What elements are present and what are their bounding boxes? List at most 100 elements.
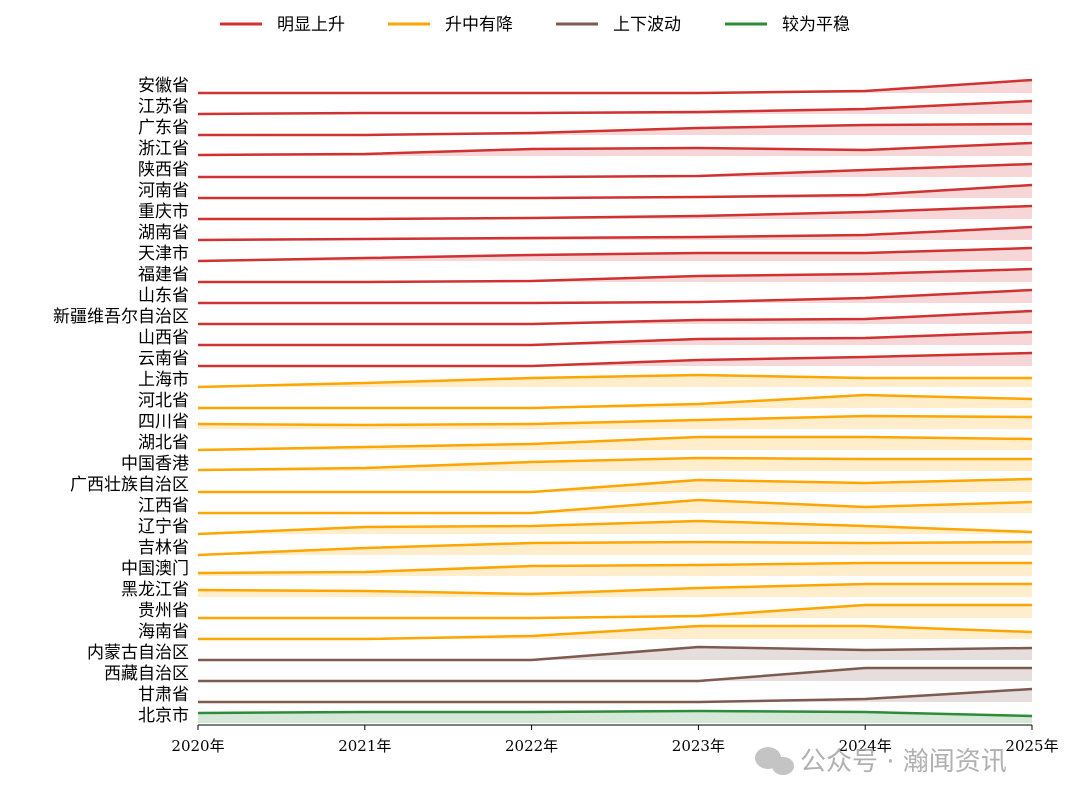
ridge-line [197,540,1033,557]
ridge-area [198,353,1032,366]
ridge-line [197,225,1033,242]
row-label: 辽宁省 [138,517,189,537]
row-label: 湖南省 [138,223,189,243]
ridge-area [198,269,1032,282]
ridge-area [198,416,1032,429]
row-label: 山东省 [138,286,189,306]
ridge-area [198,563,1032,576]
ridge-line [198,330,1033,347]
ridge-line [197,519,1033,536]
ridge-line [198,78,1033,95]
ridge-area [198,668,1032,681]
x-tick-label: 2024年 [839,737,892,755]
ridge-area [198,101,1032,114]
ridge-area [198,124,1032,135]
ridge-area [198,458,1032,471]
legend-label: 升中有降 [445,15,513,35]
ridge-area [198,227,1032,240]
ridge-line [197,99,1033,116]
row-label: 中国澳门 [121,559,189,579]
ridge-area [198,542,1032,555]
ridge-line [197,456,1032,472]
ridge-area [198,164,1032,177]
ridge-area [198,689,1032,702]
ridge-line [198,122,1033,137]
ridge-line [198,204,1033,221]
row-label: 江西省 [138,496,189,516]
ridge-area [198,479,1032,492]
ridge-line [198,624,1033,641]
ridge-line [198,393,1033,410]
ridge-area [198,584,1032,597]
row-label: 新疆维吾尔自治区 [53,307,189,327]
row-label: 广西壮族自治区 [70,475,189,495]
row-label: 安徽省 [138,76,189,96]
ridge-area [198,711,1032,723]
ridge-line [197,709,1033,718]
row-label: 福建省 [138,265,189,285]
row-label: 甘肃省 [138,685,189,705]
ridge-area [198,290,1032,303]
ridge-area [198,185,1032,198]
ridge-area [198,521,1032,534]
ridge-area [198,395,1032,408]
legend-label: 较为平稳 [782,15,850,35]
ridge-area [198,143,1032,156]
row-label: 山西省 [138,328,189,348]
ridge-line [198,498,1033,515]
legend-label: 明显上升 [277,15,345,35]
row-label: 西藏自治区 [104,664,189,684]
ridge-area [198,500,1032,513]
ridge-area [198,437,1032,450]
x-tick-label: 2020年 [171,737,224,755]
row-label: 上海市 [138,370,189,390]
row-label: 陕西省 [138,160,189,180]
ridge-line [198,603,1032,620]
x-tick-label: 2023年 [672,737,725,755]
ridge-line [198,351,1033,368]
row-label: 中国香港 [121,454,189,474]
row-label: 天津市 [138,244,189,264]
watermark-icon [755,747,794,775]
ridge-line [197,582,1032,596]
row-label: 海南省 [138,622,189,642]
watermark: 公众号 · 瀚闻资讯 [800,747,1007,777]
row-label: 内蒙古自治区 [87,643,189,663]
x-tick-label: 2025年 [1005,737,1058,755]
row-label: 广东省 [138,118,189,138]
ridge-line [198,687,1033,704]
ridge-area [198,605,1032,618]
row-label: 河北省 [138,391,189,411]
ridge-line [197,141,1033,157]
row-label: 吉林省 [138,538,189,558]
row-label: 贵州省 [138,601,189,621]
ridge-area [198,206,1032,219]
ridge-line [198,477,1033,494]
ridge-area [198,311,1032,324]
row-label: 四川省 [138,412,189,432]
ridge-line [197,246,1033,263]
ridge-line [198,162,1033,179]
row-label: 黑龙江省 [121,580,189,600]
x-tick-label: 2021年 [338,737,391,755]
ridge-line [198,645,1033,662]
ridge-line [197,414,1033,427]
ridge-area [198,248,1032,261]
row-label: 重庆市 [138,202,189,222]
row-label: 云南省 [138,349,189,369]
ridge-line [197,435,1033,452]
ridge-line [198,666,1032,683]
row-label: 浙江省 [138,139,189,159]
ridge-line [197,561,1032,575]
ridge-line [198,267,1033,284]
ridge-area [198,80,1032,93]
ridge-area [198,375,1032,387]
ridge-line [198,309,1033,326]
row-label: 河南省 [138,181,189,201]
ridge-line [198,288,1033,305]
ridge-line [198,183,1033,200]
ridge-area [198,332,1032,345]
legend-label: 上下波动 [613,15,681,35]
x-tick-label: 2022年 [505,737,558,755]
